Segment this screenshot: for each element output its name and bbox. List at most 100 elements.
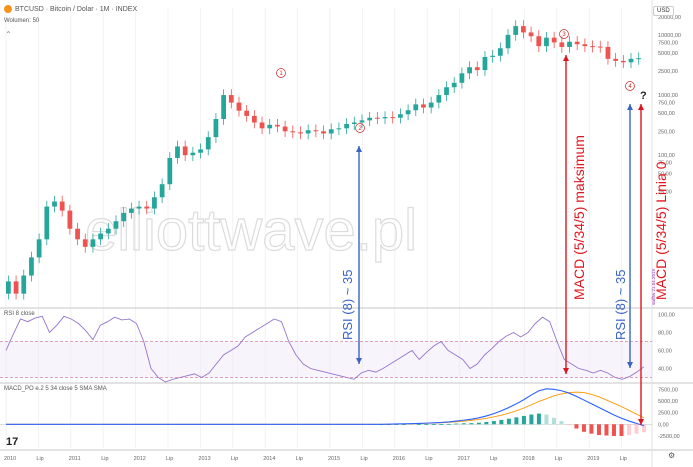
price-tick-label: 50,00	[658, 171, 672, 177]
time-tick-label: 2014	[263, 456, 275, 462]
candle-body	[144, 206, 150, 209]
candle-body	[567, 41, 572, 47]
candle-body	[482, 56, 488, 71]
candle-body	[152, 197, 157, 209]
watermark: elliottwave.pl	[84, 197, 417, 263]
macd-histogram-bar	[619, 424, 624, 436]
candle-body	[467, 67, 472, 74]
candle-body	[620, 60, 626, 63]
candle-body	[90, 239, 96, 247]
rsi-label[interactable]: RSI 8 close	[4, 311, 35, 317]
candle-body	[344, 124, 349, 129]
time-tick-label: 2010	[4, 456, 16, 462]
macd-max-label: MACD (5/34/5) maksimum	[571, 135, 587, 300]
time-tick-label: 2012	[134, 456, 146, 462]
candle-body	[574, 41, 580, 45]
price-tick-label: 5000,00	[658, 51, 678, 57]
macd-histogram-bar	[484, 422, 489, 425]
candle-body	[605, 46, 611, 59]
macd-histogram-bar	[559, 421, 564, 425]
candle-body	[421, 104, 426, 108]
candle-body	[59, 201, 65, 211]
candle-body	[497, 48, 503, 56]
time-tick-label: Lip	[490, 456, 497, 462]
macd-histogram-bar	[476, 422, 481, 425]
price-tick-label: 500,00	[658, 111, 675, 117]
macd-histogram-bar	[439, 424, 444, 425]
watermark-text: elliottwave.pl	[85, 198, 417, 263]
candle-body	[428, 102, 434, 108]
price-tick-label: 250,00	[658, 129, 675, 135]
candle-body	[536, 36, 542, 47]
candle-body	[559, 42, 565, 47]
currency-button[interactable]: USD	[653, 6, 674, 16]
candle-body	[52, 201, 57, 207]
time-tick-label: 2018	[522, 456, 534, 462]
candle-body	[113, 221, 119, 229]
macd-label[interactable]: MACD_PO e.2 5 34 close 5 SMA SMA	[4, 386, 107, 392]
candle-body	[613, 58, 619, 61]
price-tick-label: 75,00	[658, 161, 672, 167]
wave-marker-label: 4	[628, 84, 632, 90]
candle-body	[590, 46, 595, 48]
candle-body	[13, 281, 19, 294]
rsi-tick-label: 40,00	[658, 367, 672, 373]
candle-body	[198, 149, 203, 153]
macd-zero-arrow-head-bottom	[638, 419, 644, 425]
candle-body	[259, 122, 265, 129]
macd-tick-label: 5000,00	[658, 399, 678, 405]
price-tick-label: 20000,00	[658, 15, 681, 21]
macd-tick-label: 0,00	[658, 422, 669, 428]
candle-body	[21, 275, 27, 294]
candle-body	[121, 212, 127, 222]
candle-body	[44, 206, 50, 240]
wave-marker-circle	[625, 81, 635, 91]
candle-body	[405, 110, 411, 115]
candle-body	[597, 46, 603, 48]
candle-body	[75, 228, 80, 240]
macd-histogram-bar	[469, 423, 474, 425]
candle-body	[167, 157, 173, 185]
candle-body	[628, 58, 634, 63]
candle-body	[451, 82, 457, 88]
time-tick-label: Lip	[296, 456, 303, 462]
macd-histogram-bar	[529, 414, 534, 425]
macd-histogram-bar	[634, 424, 639, 434]
rsi-arrow-label-right: RSI (8) ~ 35	[613, 270, 628, 340]
macd-histogram-bar	[551, 417, 556, 425]
candle-body	[190, 152, 196, 156]
rsi-tick-label: 100,00	[658, 313, 675, 319]
candle-body	[367, 117, 373, 121]
wave-marker-circle	[355, 123, 365, 133]
candle-body	[236, 102, 242, 111]
symbol-header[interactable]: BTCUSD · Bitcoin / Dolar · 1M · INDEX	[4, 5, 137, 13]
price-tick-label: 1000,00	[658, 93, 678, 99]
candle-body	[636, 58, 642, 60]
candle-body	[398, 114, 403, 118]
candle-body	[328, 129, 334, 134]
tradingview-logo-icon[interactable]: 17	[6, 436, 19, 448]
gear-icon[interactable]: ⚙	[668, 451, 676, 460]
candle-body	[105, 228, 111, 234]
macd-histogram-bar	[626, 424, 631, 436]
price-tick-label: 750,00	[658, 101, 675, 107]
collapse-icon[interactable]: ⌃	[5, 30, 12, 39]
volume-label[interactable]: Wolumen: 50	[4, 18, 40, 24]
annotations: 1 2 3 4? RSI (8) ~ 35 MACD (5/34/5) maksimum R…	[276, 29, 669, 425]
candle-body	[159, 184, 165, 198]
time-tick-label: Lip	[555, 456, 562, 462]
macd-histogram-bar	[574, 424, 579, 429]
candle-body	[382, 117, 388, 119]
candle-body	[182, 146, 188, 156]
time-tick-label: 2011	[69, 456, 81, 462]
macd-histogram-bar	[454, 423, 459, 425]
macd-histogram-bar	[536, 413, 541, 425]
wave-marker-label: 2	[358, 126, 362, 132]
price-tick-label: 100,00	[658, 153, 675, 159]
candle-body	[390, 117, 396, 119]
time-tick-label: Lip	[231, 456, 238, 462]
rsi-arrow-left-head-top	[356, 146, 362, 152]
bitcoin-icon	[4, 5, 12, 13]
